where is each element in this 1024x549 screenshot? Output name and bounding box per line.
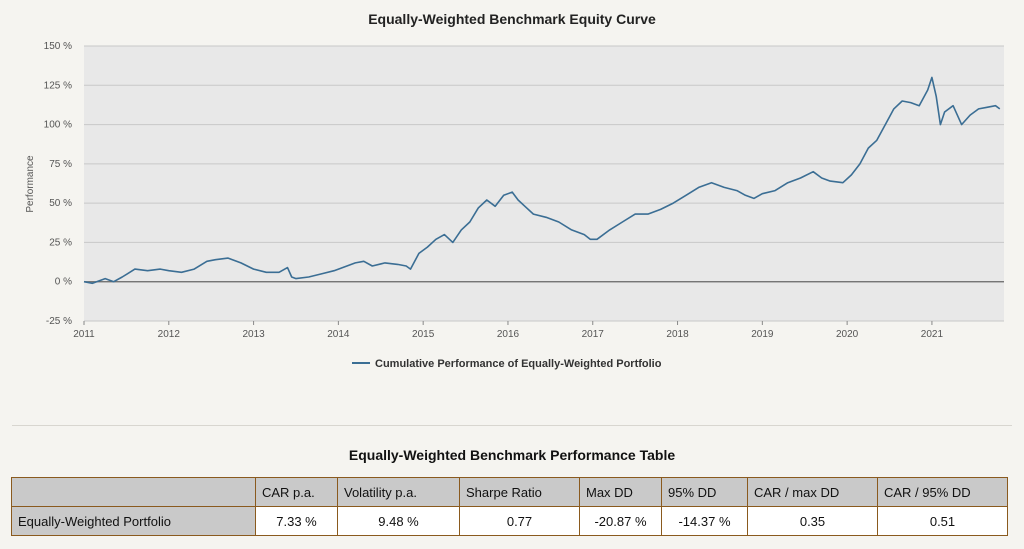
header-max-dd: Max DD [579,477,662,507]
x-tick-label: 2015 [412,329,435,340]
header-volatility: Volatility p.a. [337,477,460,507]
header-car-95-dd: CAR / 95% DD [877,477,1008,507]
legend[interactable]: Cumulative Performance of Equally-Weight… [352,358,662,370]
table-header-row: CAR p.a. Volatility p.a. Sharpe Ratio Ma… [11,477,1008,507]
grid-layer [84,45,1004,322]
x-tick-label: 2013 [242,329,265,340]
x-tick-label: 2021 [921,329,944,340]
y-tick-label: 50 % [49,198,72,209]
y-tick-label: 75 % [49,159,72,170]
table-row: Equally-Weighted Portfolio 7.33 % 9.48 %… [11,506,1008,536]
legend-label: Cumulative Performance of Equally-Weight… [375,358,662,370]
header-cell-empty [11,477,256,507]
y-tick-label: 150 % [44,41,72,52]
table-title: Equally-Weighted Benchmark Performance T… [348,447,676,463]
y-tick-label: 25 % [49,237,72,248]
y-tick-label: 100 % [44,120,72,131]
cell-max-dd: -20.87 % [579,506,662,536]
header-car-max-dd: CAR / max DD [747,477,878,507]
y-tick-label: -25 % [46,316,72,327]
x-tick-label: 2018 [666,329,689,340]
y-axis-ticks: -25 % 0 % 25 % 50 % 75 % 100 % 125 % 150 % [44,41,72,327]
header-car: CAR p.a. [255,477,338,507]
header-95-dd: 95% DD [661,477,748,507]
plot-background [84,46,1004,321]
x-tick-label: 2011 [73,329,95,340]
cell-volatility: 9.48 % [337,506,460,536]
header-sharpe: Sharpe Ratio [459,477,580,507]
cell-car-95-dd: 0.51 [877,506,1008,536]
x-axis-ticks: 2011 2012 2013 2014 2015 2016 2017 2018 2019 2020… [73,321,943,340]
row-label: Equally-Weighted Portfolio [11,506,256,536]
performance-table: CAR p.a. Volatility p.a. Sharpe Ratio Ma… [11,477,1008,536]
chart-title: Equally-Weighted Benchmark Equity Curve [368,11,656,27]
cell-95-dd: -14.37 % [661,506,748,536]
x-tick-label: 2012 [158,329,181,340]
equity-curve-chart: Equally-Weighted Benchmark Equity Curve … [25,11,1004,370]
series-line-equal-weighted [83,76,1001,285]
cell-car: 7.33 % [255,506,338,536]
x-tick-label: 2020 [836,329,859,340]
x-tick-label: 2017 [582,329,605,340]
x-tick-label: 2019 [751,329,774,340]
section-divider [12,425,1012,426]
y-tick-label: 125 % [44,80,72,91]
y-axis-label: Performance [25,155,36,213]
cell-sharpe: 0.77 [459,506,580,536]
x-tick-label: 2014 [327,329,350,340]
y-tick-label: 0 % [55,277,72,288]
cell-car-max-dd: 0.35 [747,506,878,536]
x-tick-label: 2016 [497,329,520,340]
